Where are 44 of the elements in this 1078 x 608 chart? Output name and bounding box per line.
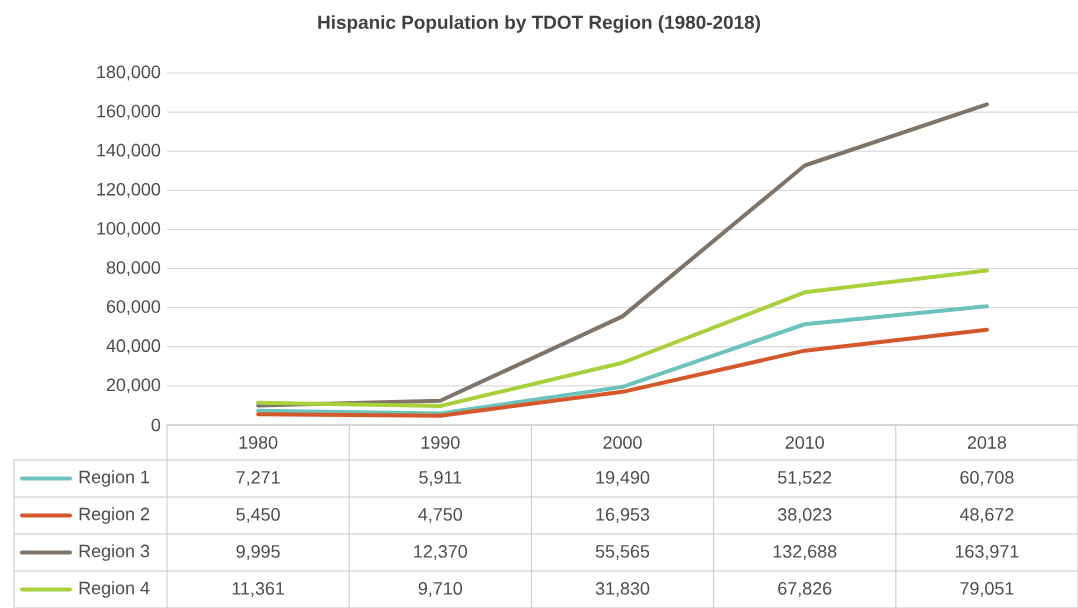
x-tick-label: 1980 — [239, 436, 278, 449]
y-tick-label: 140,000 — [97, 143, 161, 159]
legend-label: Region 4 — [79, 581, 150, 598]
data-label: 67,826 — [778, 582, 832, 597]
y-tick-label: 0 — [151, 418, 161, 432]
data-label: 60,708 — [960, 471, 1014, 486]
data-label: 55,565 — [595, 545, 650, 560]
data-label: 5,450 — [236, 508, 280, 523]
x-tick-label: 1990 — [421, 436, 460, 449]
data-label: 51,522 — [778, 471, 832, 486]
data-label: 79,051 — [960, 582, 1014, 597]
data-label: 7,271 — [236, 471, 280, 486]
y-tick-label: 180,000 — [97, 65, 161, 81]
data-label: 31,830 — [595, 582, 650, 597]
y-tick-label: 120,000 — [97, 182, 161, 198]
data-label: 132,688 — [773, 545, 837, 560]
y-tick-label: 40,000 — [106, 339, 161, 355]
line-series — [256, 327, 989, 418]
y-tick-label: 160,000 — [97, 104, 161, 120]
legend-label: Region 3 — [79, 544, 150, 561]
y-tick-label: 60,000 — [106, 300, 161, 316]
legend-label: Region 2 — [79, 507, 150, 524]
data-label: 12,370 — [414, 545, 468, 560]
line-series — [256, 102, 989, 408]
data-label: 9,710 — [418, 582, 463, 597]
data-label: 16,953 — [596, 508, 650, 523]
legend-label: Region 1 — [79, 470, 150, 487]
chart-title: Hispanic Population by TDOT Region (1980-2018) — [318, 15, 760, 33]
data-label: 4,750 — [418, 508, 463, 523]
line-series — [256, 304, 989, 416]
data-label: 38,023 — [777, 508, 832, 523]
data-label: 48,672 — [959, 508, 1014, 523]
x-tick-label: 2000 — [603, 436, 642, 449]
y-tick-label: 20,000 — [106, 378, 161, 394]
data-label: 9,995 — [236, 545, 280, 560]
data-label: 5,911 — [419, 471, 462, 486]
x-tick-label: 2010 — [785, 436, 824, 449]
data-label: 19,490 — [596, 471, 650, 486]
data-label: 11,361 — [232, 582, 284, 597]
y-tick-label: 100,000 — [97, 222, 161, 237]
line-series — [256, 268, 989, 409]
x-tick-label: 2018 — [967, 436, 1007, 449]
data-label: 163,971 — [955, 545, 1019, 560]
y-tick-label: 80,000 — [106, 261, 161, 276]
